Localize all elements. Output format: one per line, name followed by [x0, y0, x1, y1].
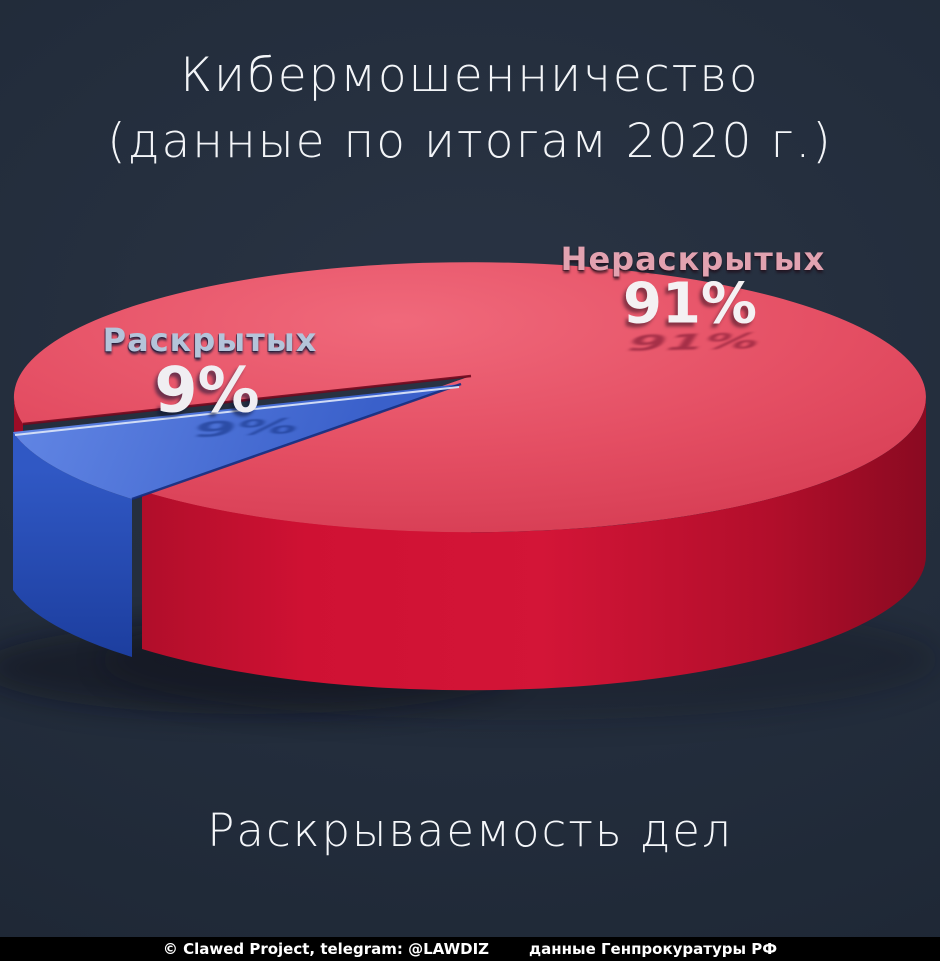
footer-credit: © Clawed Project, telegram: @LAWDIZ — [162, 940, 490, 958]
footer-source: данные Генпрокуратуры РФ — [529, 940, 778, 958]
chart-title-line2: (данные по итогам 2020 г.) — [107, 114, 833, 169]
chart-subtitle: Раскрываемость дел — [207, 804, 733, 857]
red-slice-side-front — [142, 397, 927, 691]
slice-percent-unsolved: 91% — [622, 271, 758, 337]
slice-percent-solved: 9% — [154, 353, 260, 427]
blue-slice-lower-edge — [131, 382, 462, 501]
blue-slice-highlight-edge — [14, 386, 460, 436]
red-slice-top — [13, 262, 926, 533]
blue-slice-side — [13, 432, 132, 657]
footer-bar: © Clawed Project, telegram: @LAWDIZ данн… — [0, 937, 940, 961]
red-notch-edge — [22, 374, 472, 426]
slice-label-solved: Раскрытых — [102, 321, 318, 359]
chart-title-line1: Кибермошенничество — [180, 48, 760, 103]
slice-label-unsolved: Нераскрытых — [560, 240, 826, 278]
blue-slice-top — [13, 384, 461, 499]
